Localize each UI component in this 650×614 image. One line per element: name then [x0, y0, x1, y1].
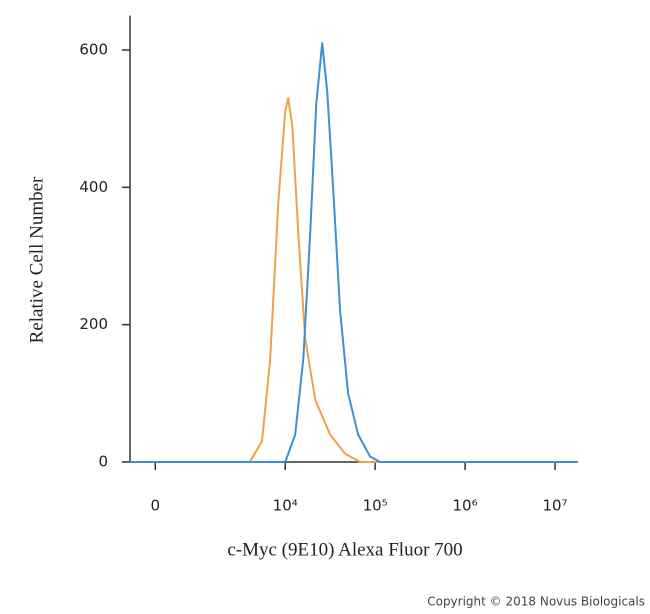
x-tick-label: 10⁷	[542, 497, 567, 515]
x-axis-label: c-Myc (9E10) Alexa Fluor 700	[227, 539, 462, 560]
y-tick-label: 200	[79, 315, 108, 333]
copyright: Copyright © 2018 Novus Biologicals	[427, 595, 645, 609]
y-tick-label: 0	[98, 453, 108, 471]
histogram-line	[130, 42, 578, 463]
y-axis-label: Relative Cell Number	[26, 176, 47, 343]
x-tick-label: 10⁶	[453, 497, 478, 515]
y-tick-label: 600	[79, 40, 108, 58]
histogram-line	[130, 97, 578, 463]
x-tick-label: 10⁵	[363, 497, 388, 515]
x-tick-label: 0	[151, 497, 161, 515]
y-tick-label: 400	[79, 178, 108, 196]
x-tick-label: 10⁴	[273, 497, 298, 515]
